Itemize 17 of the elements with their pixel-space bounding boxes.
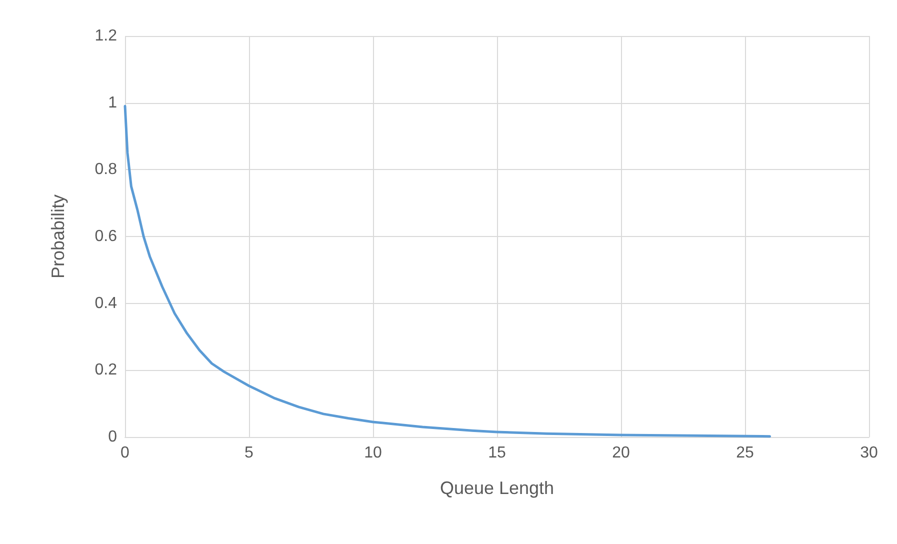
y-tick-label: 1 [108,94,118,112]
y-tick-label: 0.6 [94,228,118,245]
y-tick-label: 0.2 [94,362,118,379]
x-tick-label: 0 [120,444,130,462]
x-tick-label: 5 [244,444,254,462]
x-tick-label: 15 [488,444,506,462]
x-tick-label: 10 [364,444,382,462]
y-tick-label: 0.8 [94,161,118,178]
x-tick-label: 25 [736,444,754,462]
y-tick-label: 1.2 [94,28,118,44]
y-tick-label: 0.4 [94,294,118,312]
y-axis-title: Probability [48,194,68,279]
x-axis-title: Queue Length [440,478,554,498]
x-tick-label: 20 [612,444,630,462]
y-tick-label: 0 [108,428,118,446]
x-tick-label: 30 [860,444,878,462]
line-series [124,104,772,438]
